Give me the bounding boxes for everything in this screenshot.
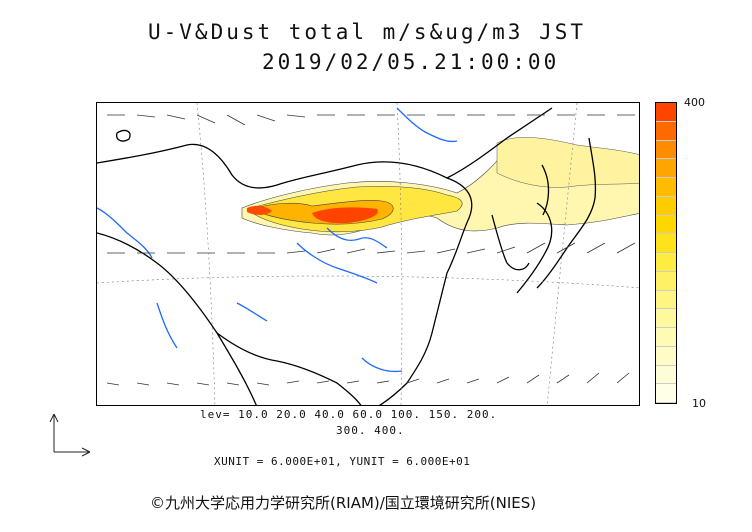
colorbar-swatch (656, 178, 676, 197)
dust-wind-map (96, 102, 640, 406)
axes-reference-icon (49, 413, 91, 457)
map-title: U-V&Dust total m/s&ug/m3 JST (148, 20, 587, 44)
rivers (97, 107, 458, 373)
map-timestamp: 2019/02/05.21:00:00 (262, 50, 560, 74)
colorbar-max-label: 400 (684, 96, 705, 109)
colorbar-swatch (656, 328, 676, 347)
dust-plume-east (496, 137, 639, 188)
contour-levels-line1: lev= 10.0 20.0 40.0 60.0 100. 150. 200. (200, 408, 498, 421)
colorbar-min-label: 10 (692, 397, 706, 410)
colorbar-swatch (656, 290, 676, 310)
colorbar-swatch (656, 215, 676, 235)
colorbar-swatch (656, 365, 676, 385)
dust-core-east (312, 207, 378, 224)
coastlines (97, 107, 597, 405)
colorbar-swatch (656, 346, 676, 366)
colorbar-swatch (656, 309, 676, 328)
units-label: XUNIT = 6.000E+01, YUNIT = 6.000E+01 (214, 455, 471, 468)
colorbar-swatch (656, 140, 676, 160)
colorbar-swatch (656, 271, 676, 291)
colorbar (655, 102, 677, 404)
colorbar-swatch (656, 253, 676, 272)
copyright-notice: ©九州大学応用力学研究所(RIAM)/国立環境研究所(NIES) (150, 494, 537, 512)
colorbar-swatch (656, 234, 676, 253)
wind-vectors (106, 114, 636, 386)
colorbar-swatch (656, 384, 676, 403)
colorbar-swatch (656, 196, 676, 216)
contour-levels-line2: 300. 400. (336, 424, 405, 437)
graticule (97, 103, 639, 405)
colorbar-swatch (656, 121, 676, 141)
colorbar-swatch (656, 103, 676, 122)
colorbar-swatch (656, 159, 676, 178)
dust-core-west (247, 205, 272, 215)
map-canvas (97, 103, 639, 405)
